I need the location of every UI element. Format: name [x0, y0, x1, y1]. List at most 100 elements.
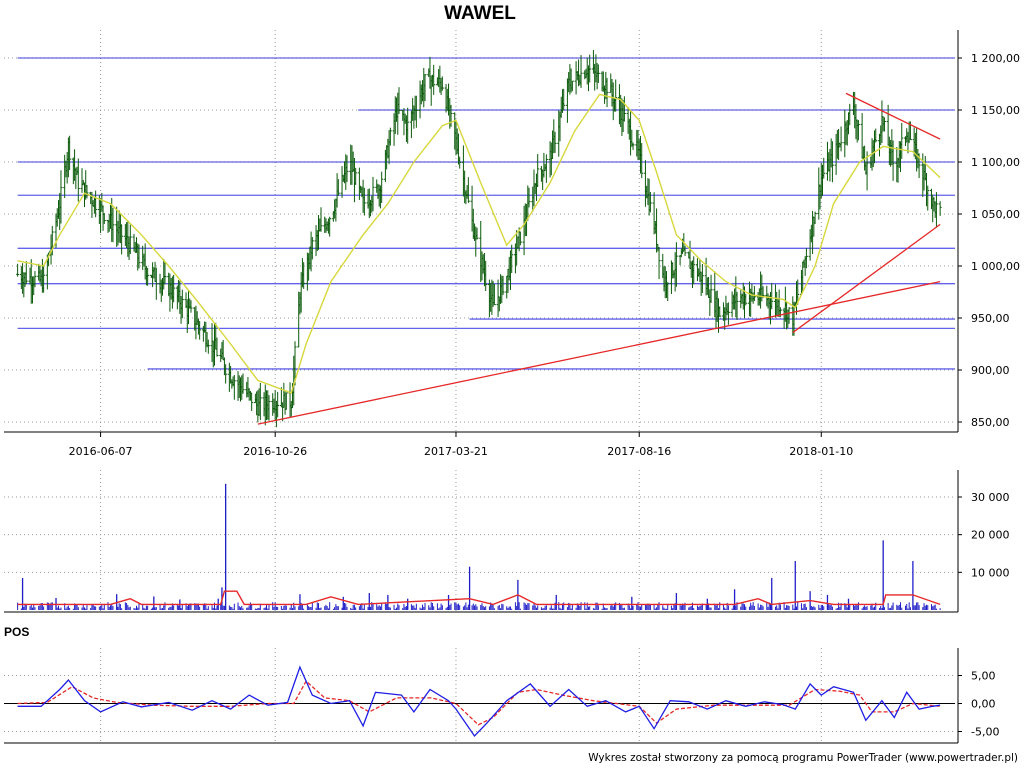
price-candle	[518, 231, 522, 246]
price-candle	[94, 190, 98, 218]
price-candle	[527, 187, 531, 208]
price-candle	[180, 289, 184, 319]
price-candle	[319, 207, 323, 232]
price-candle	[258, 382, 262, 421]
price-candle	[354, 167, 358, 185]
price-candle	[830, 141, 834, 183]
pos-panel-title: POS	[4, 625, 29, 639]
price-candle	[59, 170, 63, 224]
price-candle	[614, 79, 618, 112]
price-candle	[501, 275, 505, 295]
trend-line	[845, 92, 941, 140]
price-candle	[553, 131, 557, 153]
price-candle	[345, 155, 349, 183]
price-candle	[622, 96, 626, 122]
price-candle	[926, 185, 930, 211]
price-candle	[562, 88, 566, 111]
price-candle	[709, 274, 713, 303]
price-candle	[683, 245, 687, 257]
price-x-tick-label: 2018-01-10	[789, 445, 853, 458]
volume-average-line	[17, 590, 941, 606]
price-candle	[449, 104, 453, 127]
price-candle	[276, 391, 280, 418]
price-candle	[284, 392, 288, 410]
price-candle	[735, 291, 739, 320]
price-candle	[267, 395, 271, 421]
price-candle	[16, 263, 20, 277]
price-candle	[68, 135, 72, 171]
price-y-tick-label: 850,00	[971, 416, 1010, 429]
price-candle	[822, 157, 826, 179]
price-candle	[631, 142, 635, 150]
price-candle	[787, 307, 791, 324]
price-candle	[458, 156, 462, 169]
price-candle	[536, 153, 540, 188]
price-candle	[900, 122, 904, 159]
price-candle	[85, 184, 89, 199]
price-candle	[874, 128, 878, 143]
price-y-tick-label: 950,00	[971, 312, 1010, 325]
price-candle	[336, 179, 340, 196]
price-candle	[406, 107, 410, 144]
footer-credit: Wykres został stworzony za pomocą progra…	[588, 752, 1018, 764]
volume-y-tick-label: 10 000	[971, 566, 1010, 579]
price-y-tick-label: 1 000,00	[971, 260, 1020, 273]
price-candle	[206, 339, 210, 354]
price-candle	[371, 176, 375, 212]
price-candle	[423, 74, 427, 102]
price-y-tick-label: 1 100,00	[971, 156, 1020, 169]
chart-title: WAWEL	[444, 3, 516, 24]
price-candle	[692, 256, 696, 285]
price-candle	[146, 267, 150, 286]
price-candle	[839, 126, 843, 152]
trend-line	[792, 223, 941, 334]
price-candle	[42, 266, 46, 293]
price-candle	[579, 55, 583, 88]
price-candle	[397, 87, 401, 114]
price-candle	[24, 261, 28, 285]
price-candle	[744, 293, 748, 306]
price-y-tick-label: 1 200,00	[971, 52, 1020, 65]
pos-signal-line	[17, 680, 941, 726]
pos-oscillator-line	[17, 665, 941, 738]
price-x-tick-label: 2017-08-16	[607, 445, 671, 458]
price-candle	[770, 282, 774, 310]
price-x-tick-label: 2017-03-21	[424, 445, 488, 458]
trend-line	[257, 280, 941, 425]
price-candle	[718, 306, 722, 318]
price-x-tick-label: 2016-10-26	[243, 445, 307, 458]
price-y-tick-label: 1 150,00	[971, 104, 1020, 117]
price-candle	[102, 213, 106, 225]
price-candle	[111, 207, 115, 243]
price-candle	[510, 244, 514, 274]
volume-panel: 30 000 20 000 10 000	[4, 470, 1010, 613]
moving-average-line	[17, 93, 941, 394]
price-candle	[856, 120, 860, 141]
price-candle	[796, 279, 800, 305]
price-candle	[475, 227, 479, 240]
price-panel: 1 200,00 1 150,00 1 100,00 1 050,00 1 000,00…	[4, 30, 1020, 458]
price-candle	[648, 191, 652, 213]
price-candle	[570, 80, 574, 92]
price-candle	[813, 211, 817, 225]
price-y-tick-label: 1 050,00	[971, 208, 1020, 221]
price-candle	[328, 216, 332, 237]
price-candle	[172, 274, 176, 303]
price-candle	[250, 392, 254, 412]
price-candle	[163, 261, 167, 285]
price-candle	[492, 284, 496, 306]
volume-y-tick-label: 20 000	[971, 529, 1010, 542]
price-candle	[700, 263, 704, 293]
price-candle	[588, 54, 592, 83]
price-candle	[154, 267, 158, 300]
price-candle	[938, 201, 942, 216]
price-candle	[882, 117, 886, 132]
pos-y-tick-label: -5,00	[971, 726, 999, 739]
price-candle	[380, 171, 384, 204]
price-candle	[137, 244, 141, 269]
price-candle	[362, 187, 366, 216]
pos-y-tick-label: 5,00	[971, 670, 996, 683]
price-candle	[224, 364, 228, 384]
price-candle	[76, 158, 80, 202]
